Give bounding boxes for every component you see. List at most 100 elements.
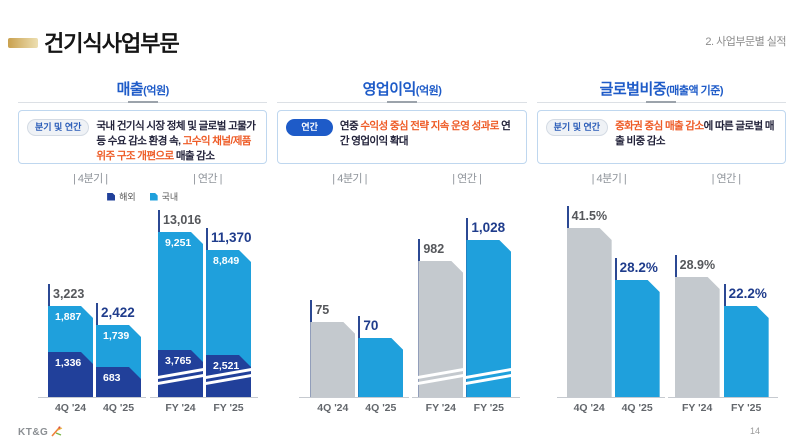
note-highlight: 중화권 중심 매출 감소 (615, 120, 704, 132)
group-label-quarter: | 4분기 | (72, 173, 108, 185)
panel-title-text: 영업이익 (362, 81, 417, 98)
value-label: 3,223 (53, 287, 85, 301)
axis-line (667, 397, 778, 398)
panel-revenue: 매출(억원) 분기 및 연간 국내 건기식 시장 정체 및 글로벌 고물가 등 … (18, 78, 268, 414)
segment-value-domestic: 9,251 (165, 237, 192, 249)
category-label: 4Q '25 (102, 402, 135, 414)
note-highlight: 수익성 중심 전략 지속 운영 성과로 (360, 120, 499, 132)
page-title: 건기식사업부문 (44, 31, 180, 56)
legend-item: 해외 (107, 190, 136, 203)
commentary-note: 연중 수익성 중심 전략 지속 운영 성과로 연간 영업이익 확대 (340, 119, 518, 149)
value-label: 41.5% (571, 209, 608, 223)
category-label: FY '25 (473, 402, 504, 414)
axis-line (299, 397, 410, 398)
category-label: FY '24 (165, 402, 196, 414)
bar (724, 306, 769, 397)
category-label: 4Q '24 (317, 402, 349, 414)
title-divider (277, 102, 527, 103)
value-label: 13,016 (163, 213, 202, 227)
axis-line (556, 397, 665, 398)
value-label: 1,028 (471, 220, 506, 235)
section-label: 2. 사업부문별 실적 (705, 36, 786, 48)
value-label: 28.9% (679, 258, 716, 272)
bar (615, 280, 660, 397)
panel-title-unit: (억원) (415, 85, 442, 97)
group-label-annual: | 연간 | (452, 173, 482, 185)
panel-title: 글로벌비중(매출액 기준) (537, 78, 786, 100)
value-label: 75 (315, 303, 330, 317)
title-divider (536, 102, 786, 103)
ktng-logo: KT&G (18, 424, 63, 438)
panel-title-text: 매출 (116, 81, 144, 98)
value-label: 11,370 (211, 230, 252, 245)
panel-global-share: 글로벌비중(매출액 기준) 분기 및 연간 중화권 중심 매출 감소에 따른 글… (536, 78, 786, 414)
note-text: 매출 감소 (173, 150, 215, 163)
category-label: 4Q '24 (54, 402, 87, 414)
chart-operating-profit: 75 4Q '24 70 4Q '25 982 FY '24 1,028 FY '25 (277, 205, 526, 415)
logo-sprig-icon (51, 426, 63, 437)
segment-value-domestic: 8,849 (213, 255, 240, 267)
category-label: FY '24 (425, 402, 456, 414)
bar-segment-domestic (206, 250, 251, 367)
bar (675, 277, 720, 397)
note-text: 연간 영업이익 확대 (339, 120, 511, 148)
bar-segment-domestic (158, 232, 203, 362)
commentary-note: 중화권 중심 매출 감소에 따른 글로벌 매출 비중 감소 (615, 119, 777, 149)
axis-line (38, 397, 146, 398)
note-text: 국내 건기식 시장 정체 및 글로벌 고물가 등 수요 감소 환경 속, (96, 120, 256, 148)
page-number: 14 (749, 426, 760, 436)
segment-value-domestic: 1,887 (55, 311, 82, 323)
legend: 해외 국내 (18, 190, 267, 203)
group-label-annual: | 연간 | (192, 173, 223, 185)
group-labels: | 4분기 | | 연간 | (537, 170, 786, 186)
category-label: 4Q '24 (573, 402, 605, 414)
legend-label: 해외 (119, 192, 136, 202)
group-labels: | 4분기 | | 연간 | (18, 170, 267, 186)
panel-title-text: 글로벌비중 (599, 81, 667, 98)
note-text: 연중 (339, 120, 361, 132)
value-label: 2,422 (101, 305, 135, 320)
legend-swatch-icon (149, 192, 158, 201)
group-label-quarter: | 4분기 | (591, 173, 627, 185)
category-label: FY '25 (213, 402, 244, 414)
logo-text: KT&G (18, 427, 49, 438)
segment-value-overseas: 683 (103, 372, 121, 384)
segment-value-domestic: 1,739 (103, 330, 130, 342)
group-label-annual: | 연간 | (711, 173, 742, 185)
chart-revenue: 1,887 1,336 3,223 4Q '24 1,739 683 2,422 4Q '25… (18, 205, 267, 415)
axis-line (412, 397, 521, 398)
period-badge: 연간 (286, 119, 333, 136)
title-accent-bar (8, 38, 38, 48)
title-divider (18, 102, 268, 103)
value-label: 982 (423, 242, 445, 256)
category-label: 4Q '25 (365, 402, 397, 414)
group-labels: | 4분기 | | 연간 | (277, 170, 526, 186)
period-badge: 분기 및 연간 (545, 119, 609, 136)
note-highlight: 고수익 채널/제품 위주 구조 개편으로 (96, 135, 251, 163)
value-label: 70 (363, 318, 379, 333)
commentary-note: 국내 건기식 시장 정체 및 글로벌 고물가 등 수요 감소 환경 속, 고수익… (96, 119, 258, 165)
info-box: 연간 연중 수익성 중심 전략 지속 운영 성과로 연간 영업이익 확대 (277, 110, 527, 164)
segment-value-overseas: 3,765 (165, 355, 192, 367)
panel-operating-profit: 영업이익(억원) 연간 연중 수익성 중심 전략 지속 운영 성과로 연간 영업… (277, 78, 527, 414)
legend-swatch-icon (107, 192, 116, 201)
value-label: 22.2% (728, 286, 767, 301)
category-label: 4Q '25 (621, 402, 653, 414)
segment-value-overseas: 2,521 (213, 360, 240, 372)
group-label-quarter: | 4분기 | (332, 173, 367, 185)
bar (567, 228, 612, 397)
note-text: 에 따른 글로벌 매출 비중 감소 (615, 120, 774, 148)
bar-segment-overseas (96, 367, 141, 397)
axis-line (150, 397, 258, 398)
panels-container: 매출(억원) 분기 및 연간 국내 건기식 시장 정체 및 글로벌 고물가 등 … (18, 78, 786, 414)
bar-segment-overseas (48, 352, 93, 397)
panel-title-unit: (억원) (143, 85, 169, 97)
info-box: 분기 및 연간 중화권 중심 매출 감소에 따른 글로벌 매출 비중 감소 (536, 110, 786, 164)
panel-title: 영업이익(억원) (277, 78, 526, 100)
legend-label: 국내 (161, 192, 179, 202)
panel-title-unit: (매출액 기준) (666, 85, 724, 97)
info-box: 분기 및 연간 국내 건기식 시장 정체 및 글로벌 고물가 등 수요 감소 환… (18, 110, 268, 165)
bar (358, 338, 403, 397)
value-label: 28.2% (619, 260, 658, 275)
